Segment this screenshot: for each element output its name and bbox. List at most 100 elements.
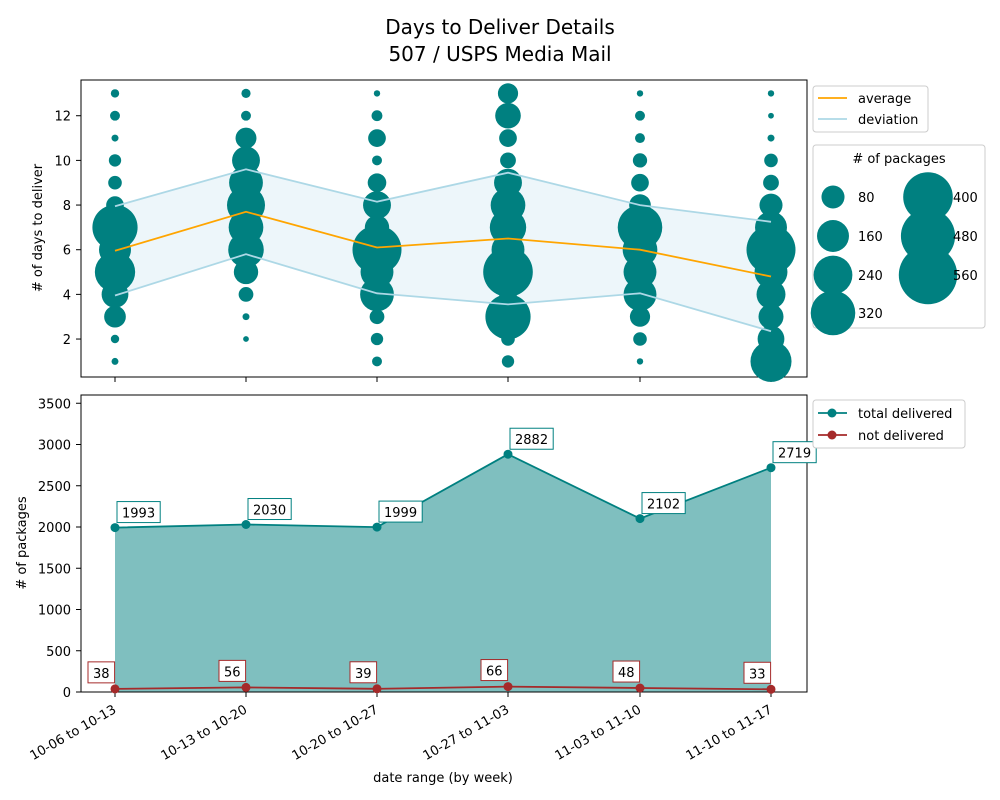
bottom-y-tick-label: 0: [63, 686, 71, 701]
legend-deviation-label: deviation: [858, 113, 918, 128]
deviation-band: [115, 169, 771, 331]
deviation-fill: [115, 169, 771, 331]
bubble-point: [498, 83, 518, 103]
top-y-tick-label: 4: [63, 288, 71, 303]
bottom-y-tick-label: 3000: [38, 439, 71, 454]
bubble-point: [236, 128, 257, 149]
not-delivered-point: [636, 684, 645, 693]
total-delivered-annotation-label: 1999: [384, 506, 417, 521]
total-delivered-point: [373, 523, 382, 532]
bubble-point: [764, 154, 778, 168]
top-y-tick-label: 8: [63, 199, 71, 214]
total-delivered-annotation-label: 2102: [647, 498, 680, 513]
bubble-point: [110, 111, 120, 121]
size-legend: # of packages 80160240320400480560: [811, 145, 985, 335]
total-delivered-annotation-label: 2030: [253, 504, 286, 519]
size-legend-label: 80: [858, 191, 875, 206]
bubble-point: [368, 129, 386, 147]
legend-total-delivered-marker: [828, 409, 837, 418]
size-legend-label: 560: [953, 269, 978, 284]
legend-total-delivered-label: total delivered: [858, 407, 952, 422]
bubble-point: [374, 90, 380, 96]
bottom-y-tick-label: 3500: [38, 397, 71, 412]
bottom-y-tick-label: 2000: [38, 521, 71, 536]
bubble-point: [241, 89, 250, 98]
bottom-y-tick-label: 1000: [38, 604, 71, 619]
bubble-point: [768, 90, 774, 96]
total-delivered-annotation-label: 2882: [515, 433, 548, 448]
bubble-point: [368, 173, 387, 192]
bubble-point: [633, 153, 647, 167]
total-delivered-point: [111, 523, 120, 532]
bubble-point: [502, 355, 514, 367]
top-legend: average deviation: [813, 86, 928, 132]
total-delivered-annotation-label: 1993: [122, 507, 155, 522]
bubble-point: [763, 175, 779, 191]
bubble-point: [631, 174, 649, 192]
bubble-point: [363, 191, 391, 219]
not-delivered-point: [767, 685, 776, 694]
bubble-point: [108, 176, 122, 190]
top-y-ticks: 24681012: [54, 110, 81, 348]
size-legend-label: 320: [858, 307, 883, 322]
size-legend-bubble: [814, 256, 853, 295]
top-y-tick-label: 2: [63, 333, 71, 348]
bubble-point: [500, 153, 516, 169]
bottom-x-tick-label: 10-06 to 10-13: [28, 702, 119, 763]
top-x-ticks: [115, 377, 771, 382]
total-delivered-point: [636, 514, 645, 523]
bubble-point: [111, 335, 119, 343]
bottom-y-tick-label: 500: [46, 645, 71, 660]
chart-title-line1: Days to Deliver Details: [385, 15, 615, 39]
top-y-tick-label: 6: [63, 244, 71, 259]
bottom-x-ticks: 10-06 to 10-13 10-13 to 10-20 10-20 to 10-…: [28, 692, 775, 764]
bubble-point: [372, 356, 382, 366]
bottom-x-tick-label: 10-13 to 10-20: [159, 702, 250, 763]
bubble-point: [758, 326, 785, 353]
size-legend-bubble: [821, 185, 844, 208]
bottom-x-tick-label: 10-27 to 11-03: [421, 702, 512, 763]
bottom-x-tick-label: 10-20 to 10-27: [290, 702, 381, 763]
bottom-y-tick-label: 1500: [38, 562, 71, 577]
bubble-point: [633, 332, 647, 346]
legend-not-delivered-marker: [828, 431, 837, 440]
bottom-x-axis-label: date range (by week): [373, 771, 513, 786]
bubble-point: [372, 155, 382, 165]
bottom-y-ticks: 0 500 1000 1500 2000 2500 3000 3500: [38, 397, 81, 701]
bubble-point: [499, 129, 517, 147]
top-y-tick-label: 12: [54, 110, 71, 125]
not-delivered-annotation-label: 39: [355, 667, 372, 682]
bubble-point: [112, 358, 119, 365]
bubble-point: [112, 135, 119, 142]
bubble-point: [635, 111, 645, 121]
bubble-point: [243, 336, 249, 342]
bottom-x-tick-label: 11-03 to 11-10: [553, 702, 644, 763]
not-delivered-annotation-label: 38: [93, 667, 110, 682]
not-delivered-point: [373, 684, 382, 693]
bubble-point: [768, 113, 774, 119]
bottom-legend: total delivered not delivered: [813, 400, 965, 448]
size-legend-label: 400: [953, 191, 978, 206]
bubble-point: [111, 89, 119, 97]
total-delivered-point: [504, 450, 513, 459]
bubble-point: [370, 309, 385, 324]
not-delivered-point: [242, 683, 251, 692]
legend-average-label: average: [858, 92, 911, 107]
bottom-x-tick-label: 11-10 to 11-17: [684, 702, 775, 763]
bottom-y-tick-label: 2500: [38, 480, 71, 495]
chart-title-line2: 507 / USPS Media Mail: [388, 42, 611, 66]
size-legend-bubble: [811, 291, 856, 336]
size-legend-label: 160: [858, 230, 883, 245]
not-delivered-point: [111, 684, 120, 693]
top-panel: 2 4 6 8 10 12 # of days to deliver: [31, 80, 807, 382]
bottom-y-axis-label: # of packages: [15, 496, 30, 590]
bubble-point: [372, 110, 383, 121]
bubble-point: [371, 333, 383, 345]
size-legend-label: 240: [858, 269, 883, 284]
total-delivered-point: [767, 463, 776, 472]
legend-not-delivered-label: not delivered: [858, 429, 944, 444]
not-delivered-annotation-label: 48: [618, 666, 635, 681]
bubble-point: [768, 135, 775, 142]
bubble-point: [637, 90, 643, 96]
